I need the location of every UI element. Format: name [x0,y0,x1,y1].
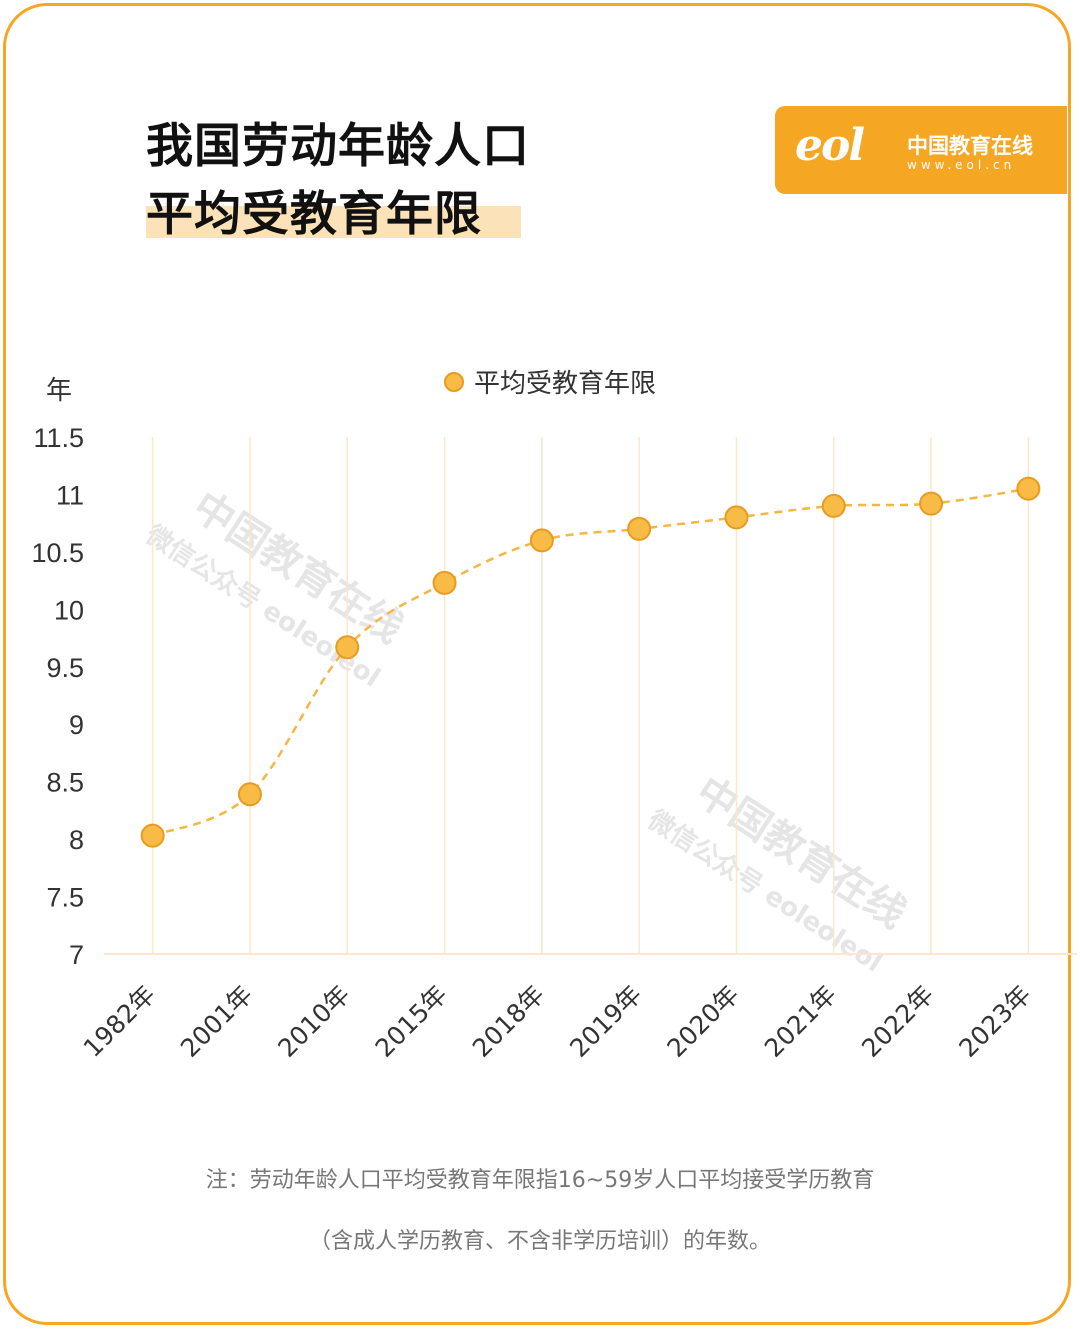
y-tick-label: 7 [69,940,84,970]
x-tick-label: 2022年 [856,980,939,1063]
y-tick-label: 10 [54,595,84,625]
y-tick-label: 8.5 [46,768,84,798]
data-point [1016,476,1041,501]
page-title-line1: 我国劳动年龄人口 [146,119,530,174]
x-tick-label: 2021年 [759,980,842,1063]
data-point [529,528,554,553]
y-tick-label: 7.5 [46,883,84,913]
legend-label: 平均受教育年限 [474,369,657,399]
title-highlight [146,206,521,238]
legend-marker-icon [444,371,464,392]
x-tick-label: 1982年 [78,980,161,1063]
x-tick-label: 2019年 [564,980,647,1063]
data-point [140,823,165,848]
y-tick-label: 9.5 [46,653,84,683]
x-tick-label: 2020年 [662,980,745,1063]
footnote-line1: 注：劳动年龄人口平均受教育年限指16~59岁人口平均接受学历教育 [205,1168,875,1193]
y-tick-label: 8 [69,825,84,855]
brand-url: www.eol.cn [907,158,1016,172]
data-point [627,516,652,541]
y-tick-label: 11.5 [33,423,84,453]
x-tick-label: 2018年 [467,980,550,1063]
page-title-line2: 平均受教育年限 [146,187,482,242]
data-point [237,782,262,807]
x-tick-label: 2001年 [175,980,258,1063]
footnote-line2: （含成人学历教育、不含非学历培训）的年数。 [308,1229,771,1254]
x-tick-label: 2010年 [272,980,355,1063]
data-point [724,505,749,530]
brand-badge: eol 中国教育在线 www.eol.cn [775,106,1067,194]
chart-legend: 平均受教育年限 [444,363,656,400]
x-tick-label: 2015年 [370,980,453,1063]
data-point [821,493,846,518]
data-point [919,491,944,516]
data-point [335,635,360,660]
series-line [152,487,1029,837]
x-tick-label: 2023年 [953,980,1036,1063]
y-tick-label: 10.5 [31,538,84,568]
eol-logo-icon: eol [795,120,865,171]
data-point [432,570,457,595]
y-axis-unit: 年 [46,376,73,406]
y-tick-label: 9 [69,710,84,740]
y-tick-label: 11 [56,480,84,510]
brand-name: 中国教育在线 [907,134,1033,158]
